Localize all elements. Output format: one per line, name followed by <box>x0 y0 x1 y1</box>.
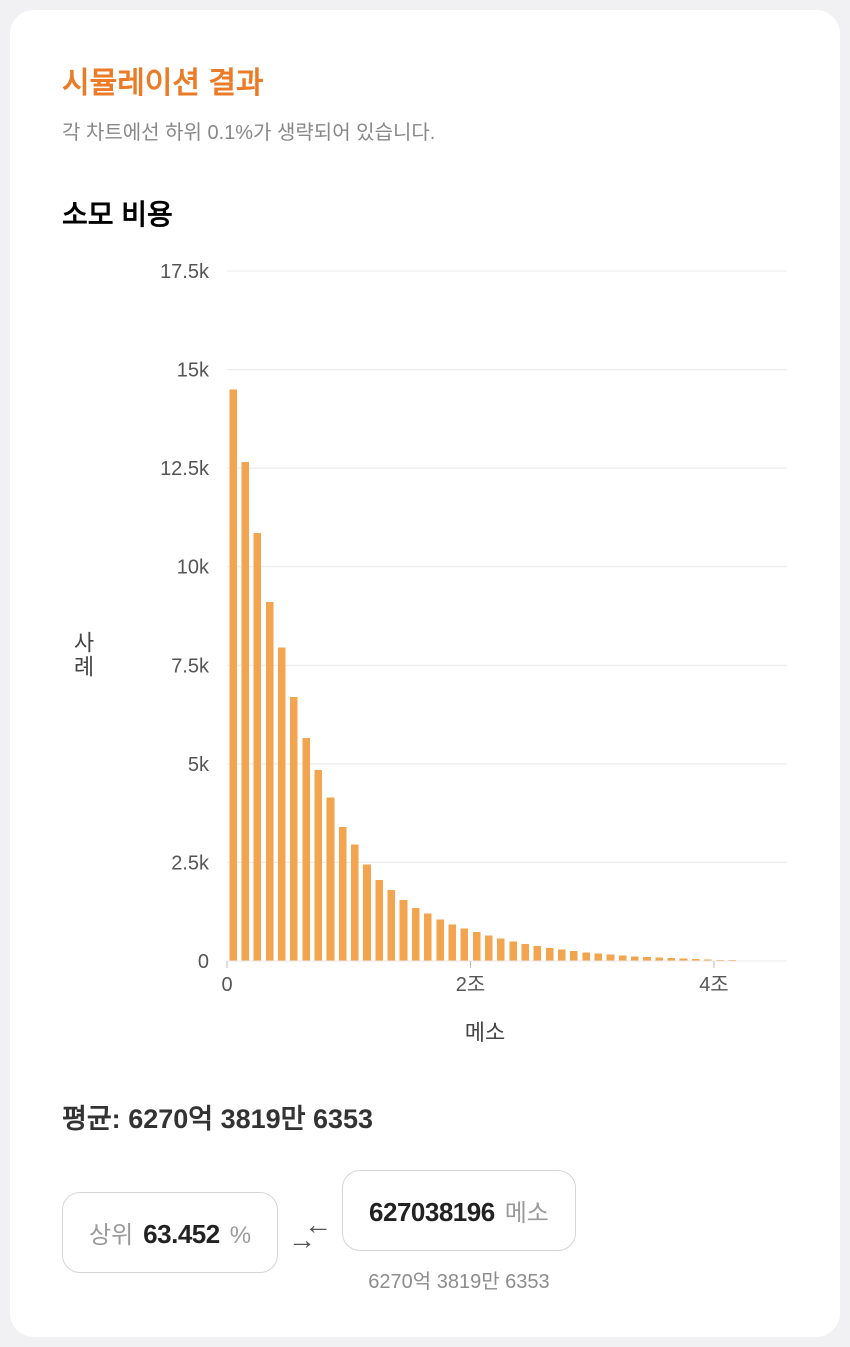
svg-text:15k: 15k <box>177 360 210 382</box>
cost-histogram: 사례 0 2.5k 5k 7.5k 10k 12.5k 15k 17.5k 0 2조 4조 메소 <box>62 261 788 1061</box>
svg-text:10k: 10k <box>177 557 210 579</box>
controls-row: 상위 63.452 % ← → 627038196 메소 6270억 3819만… <box>62 1170 788 1294</box>
meso-input[interactable]: 627038196 메소 <box>342 1170 576 1251</box>
meso-caption: 6270억 3819만 6353 <box>368 1265 549 1294</box>
svg-text:7.5k: 7.5k <box>171 655 210 677</box>
percentile-input[interactable]: 상위 63.452 % <box>62 1192 278 1273</box>
histogram-svg: 0 2.5k 5k 7.5k 10k 12.5k 15k 17.5k 0 2조 4조 <box>62 261 802 1021</box>
svg-text:5k: 5k <box>188 754 210 776</box>
average-prefix: 평균: <box>62 1104 128 1134</box>
section-title: 소모 비용 <box>62 193 788 233</box>
percentile-prefix: 상위 <box>89 1215 133 1250</box>
svg-text:2조: 2조 <box>456 974 486 996</box>
svg-text:2.5k: 2.5k <box>171 852 210 874</box>
meso-value: 627038196 <box>369 1197 495 1228</box>
average-value: 6270억 3819만 6353 <box>128 1104 373 1134</box>
percentile-value: 63.452 <box>143 1219 220 1250</box>
y-axis-label: 사례 <box>66 631 98 679</box>
meso-suffix: 메소 <box>505 1193 549 1228</box>
page-title: 시뮬레이션 결과 <box>62 58 788 102</box>
result-card: 시뮬레이션 결과 각 차트에선 하위 0.1%가 생략되어 있습니다. 소모 비… <box>10 10 840 1337</box>
svg-text:0: 0 <box>221 974 232 996</box>
svg-text:12.5k: 12.5k <box>160 458 210 480</box>
svg-text:4조: 4조 <box>699 974 729 996</box>
x-axis-label: 메소 <box>182 1015 788 1047</box>
page-subtitle: 각 차트에선 하위 0.1%가 생략되어 있습니다. <box>62 116 788 145</box>
svg-text:0: 0 <box>198 951 209 973</box>
percentile-suffix: % <box>230 1222 251 1250</box>
average-line: 평균: 6270억 3819만 6353 <box>62 1097 788 1136</box>
swap-icon[interactable]: ← → <box>296 1217 324 1248</box>
svg-text:17.5k: 17.5k <box>160 261 210 283</box>
